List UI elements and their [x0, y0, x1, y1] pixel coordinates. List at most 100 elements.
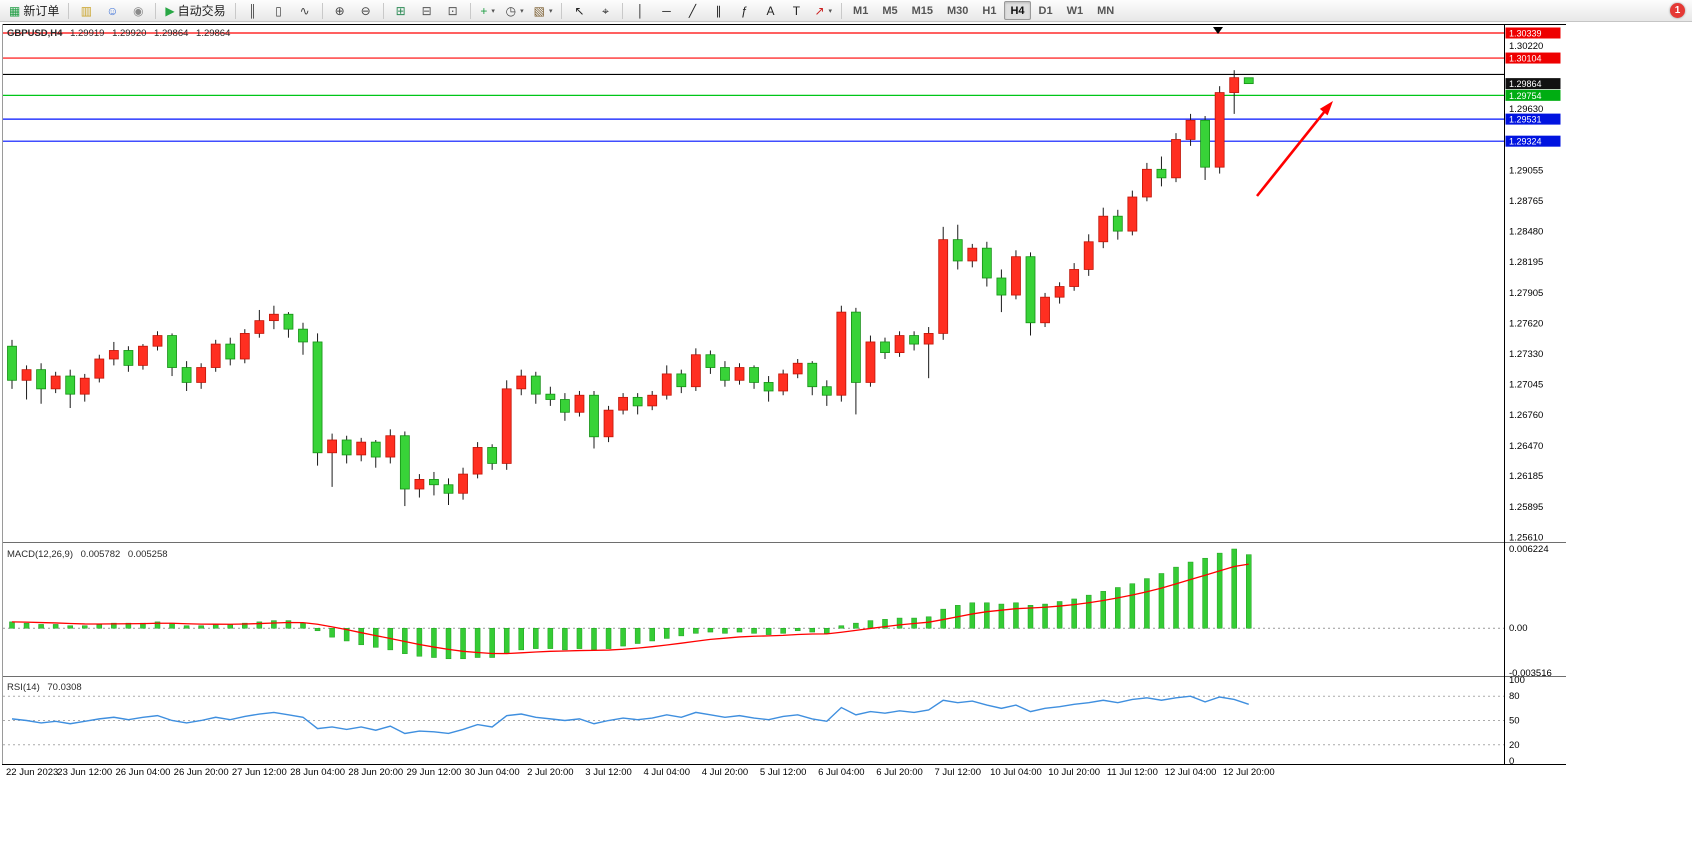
new-order-button[interactable]: ▦ 新订单	[5, 1, 63, 21]
chart-window: 0.006224 0.00 -0.003516 100 80 50 20 0 1.30220 1.…	[0, 22, 1692, 785]
candle	[1054, 286, 1065, 298]
zoom-out-button[interactable]: ⊖	[354, 1, 378, 21]
trend-arrow[interactable]	[1255, 101, 1333, 197]
macd-histogram-bar	[1246, 554, 1252, 629]
price-badge-label: 1.29754	[1509, 91, 1542, 101]
macd-signal-value: 0.005258	[127, 549, 168, 560]
macd-histogram-bar	[474, 627, 481, 658]
trend-arrow-shaft[interactable]	[1255, 110, 1327, 197]
toolbar-separator	[469, 2, 471, 19]
auto-trading-icon: ▶	[165, 3, 175, 18]
macd-value: 0.005782	[80, 549, 121, 560]
profile-button[interactable]: ☺	[100, 1, 124, 21]
timeframe-d1-button[interactable]: D1	[1038, 4, 1053, 17]
timeframe-mn-button[interactable]: MN	[1097, 4, 1115, 17]
macd-histogram-bar	[1056, 601, 1063, 629]
candle	[647, 394, 658, 407]
macd-histogram-bar	[1085, 594, 1092, 629]
fibonacci-button[interactable]: ƒ	[732, 1, 756, 21]
time-axis-label: 27 Jun 12:00	[232, 767, 287, 778]
macd-histogram-bar	[314, 627, 321, 632]
rsi-value: 70.0308	[47, 682, 82, 693]
timeframe-w1-button[interactable]: W1	[1066, 4, 1084, 17]
candle	[836, 311, 847, 396]
indicators-dropdown-caret[interactable]: ▾	[491, 7, 495, 15]
price-axis-label: 1.29630	[1509, 104, 1543, 115]
timeframe-m1-button[interactable]: M1	[853, 4, 869, 17]
candle	[996, 277, 1007, 296]
candle	[1156, 168, 1167, 179]
candle	[763, 382, 774, 392]
cursor-icon: ↖	[574, 3, 585, 18]
time-axis-label: 11 Jul 12:00	[1107, 767, 1158, 778]
line-chart-button[interactable]: ∿	[293, 1, 317, 21]
timeframe-m30-button[interactable]: M30	[947, 4, 969, 17]
zoom-in-icon: ⊕	[334, 3, 345, 18]
candlestick-chart-button[interactable]: ▯	[267, 1, 291, 21]
zoom-in-button[interactable]: ⊕	[328, 1, 352, 21]
macd-histogram-bar	[343, 627, 350, 642]
price-chart[interactable]: 0.0062240.00-0.00351610080502001.302201.…	[0, 22, 1692, 785]
text-label-button[interactable]: T	[784, 1, 808, 21]
candle	[167, 335, 177, 368]
macd-histogram-bar	[52, 624, 59, 629]
candle	[807, 362, 818, 388]
macd-histogram-bar	[183, 625, 190, 629]
templates-button[interactable]: ▧ ▾	[530, 1, 557, 21]
cursor-button[interactable]: ↖	[567, 1, 591, 21]
indicators-button[interactable]: + ▾	[476, 1, 500, 21]
horizontal-line-button[interactable]: ─	[654, 1, 678, 21]
crosshair-button[interactable]: ⌖	[593, 1, 617, 21]
trend-arrow-head[interactable]	[1319, 101, 1333, 116]
price-axis-label: 1.26185	[1509, 471, 1543, 482]
trendline-button[interactable]: ╱	[680, 1, 704, 21]
timeframe-m5-button[interactable]: M5	[882, 4, 898, 17]
time-axis-label: 26 Jun 04:00	[115, 767, 170, 778]
text-button[interactable]: A	[758, 1, 782, 21]
macd-histogram-bar	[154, 621, 161, 629]
price-axis-label: 1.28480	[1509, 227, 1543, 238]
candle	[138, 345, 148, 366]
tile-windows-button[interactable]: ⊞	[389, 1, 413, 21]
cascade-windows-button[interactable]: ⊟	[415, 1, 439, 21]
macd-histogram-bar	[1013, 602, 1019, 629]
macd-histogram-bar	[707, 627, 714, 633]
vertical-line-button[interactable]: │	[628, 1, 652, 21]
macd-name: MACD(12,26,9)	[7, 549, 73, 560]
rsi-panel: 100 80 50 20 0	[3, 675, 1525, 767]
price-axis-label: 1.26760	[1509, 410, 1543, 421]
arrange-windows-button[interactable]: ⊡	[441, 1, 465, 21]
macd-histogram-bar	[227, 624, 233, 629]
periods-dropdown-caret[interactable]: ▾	[520, 7, 524, 15]
candle	[720, 367, 730, 381]
notification-badge[interactable]: 1	[1670, 3, 1685, 18]
candle	[1185, 119, 1196, 140]
new-order-label: 新订单	[23, 4, 60, 18]
candle	[530, 375, 541, 395]
arrows-button[interactable]: ↗ ▾	[810, 1, 836, 21]
macd-histogram-bar	[780, 627, 786, 634]
macd-histogram-bar	[1231, 548, 1237, 629]
toolbar-separator	[321, 2, 323, 19]
timeframe-h1-button[interactable]: H1	[982, 4, 997, 17]
toolbar-separator	[841, 2, 843, 19]
time-axis-label: 12 Jul 20:00	[1223, 767, 1275, 778]
periods-button[interactable]: ◷ ▾	[502, 1, 528, 21]
auto-trading-button[interactable]: ▶ 自动交易	[161, 1, 229, 21]
candle	[1011, 256, 1021, 296]
timeframe-h4-button[interactable]: H4	[1004, 1, 1031, 20]
candle	[1243, 77, 1254, 85]
candle	[312, 341, 323, 454]
community-button[interactable]: ◉	[126, 1, 150, 21]
bar-chart-button[interactable]: ║	[241, 1, 265, 21]
macd-scale-zero: 0.00	[1509, 623, 1528, 634]
equidistant-channel-button[interactable]: ∥	[706, 1, 730, 21]
templates-dropdown-caret[interactable]: ▾	[548, 7, 553, 15]
arrows-dropdown-caret[interactable]: ▾	[828, 7, 833, 15]
timeframe-m15-button[interactable]: M15	[911, 4, 934, 17]
charts-button[interactable]: ▥	[74, 1, 98, 21]
macd-histogram-bar	[38, 624, 44, 629]
macd-histogram-bar	[969, 602, 976, 629]
candle	[792, 362, 803, 375]
candle	[123, 350, 134, 366]
